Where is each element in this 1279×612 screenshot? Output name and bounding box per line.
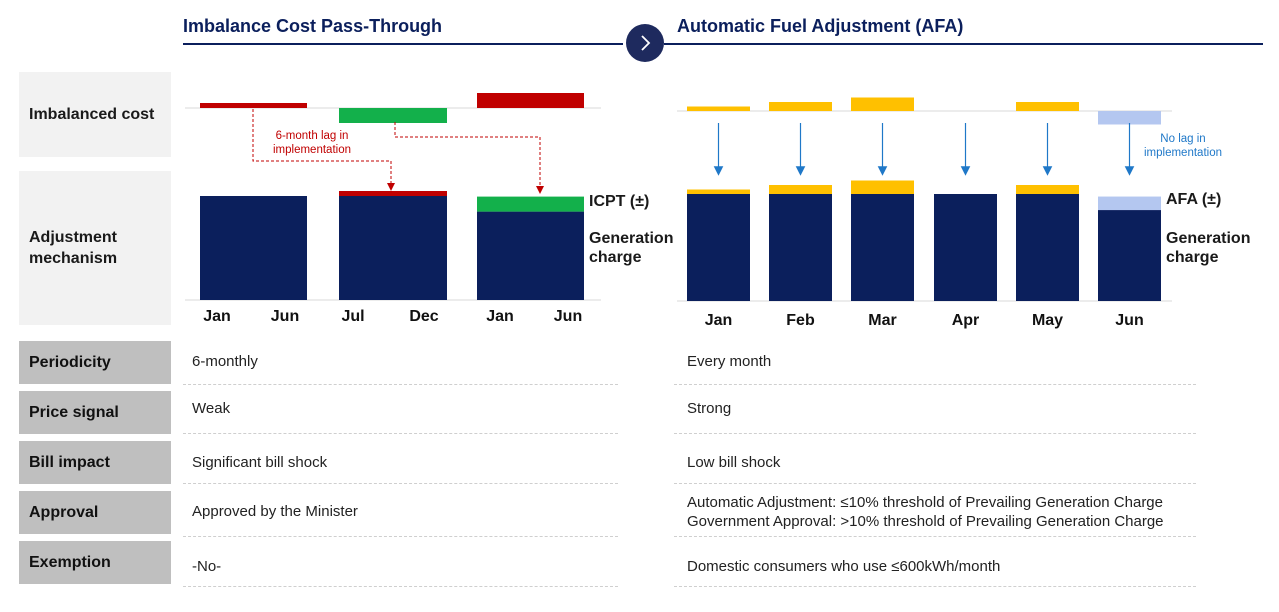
afa-generation-bar	[687, 194, 750, 301]
row-separator	[183, 483, 618, 484]
icpt-generation-label: Generation charge	[589, 230, 674, 266]
afa-title: Automatic Fuel Adjustment (AFA)	[677, 16, 964, 36]
title-underline-left	[183, 43, 623, 45]
icpt-tick-label: Dec	[409, 308, 438, 325]
afa-tick-label: Jan	[705, 312, 733, 329]
afa-generation-label: Generation charge	[1166, 230, 1251, 266]
icpt-generation-bar	[477, 211, 584, 300]
row-label-exemption: Exemption	[19, 541, 171, 584]
row-label-imbalanced-cost: Imbalanced cost	[19, 72, 171, 157]
row-separator	[674, 433, 1196, 434]
row-separator	[183, 384, 618, 385]
afa-series-label: AFA (±)	[1166, 191, 1222, 208]
row-label-adjustment-mechanism: Adjustment mechanism	[19, 171, 171, 325]
row-label-bill-impact: Bill impact	[19, 441, 171, 484]
row-separator	[674, 483, 1196, 484]
icpt-series-label: ICPT (±)	[589, 193, 650, 210]
icpt-bill-impact: Significant bill shock	[192, 454, 328, 471]
icpt-imbalance-bar	[339, 108, 447, 123]
icpt-adjustment-bar	[477, 196, 584, 212]
afa-imbalance-bar	[687, 106, 750, 111]
afa-bill-impact: Low bill shock	[687, 454, 781, 471]
icpt-lag-arrow	[252, 109, 395, 191]
afa-adjustment-bar	[1016, 185, 1079, 194]
icpt-tick-label: Jan	[203, 308, 231, 325]
afa-tick-label: Mar	[868, 312, 896, 329]
afa-exemption: Domestic consumers who use ≤600kWh/month	[687, 558, 1001, 575]
afa-imbalance-bar	[851, 97, 914, 111]
icpt-imbalance-bar	[477, 93, 584, 108]
row-separator	[674, 384, 1196, 385]
icpt-generation-bar	[339, 196, 447, 300]
row-separator	[183, 433, 618, 434]
afa-price-signal: Strong	[687, 400, 732, 417]
afa-periodicity: Every month	[687, 353, 772, 370]
afa-imbalance-bar	[769, 102, 832, 111]
icpt-lag-annotation: 6-month lag in implementation	[273, 130, 351, 156]
next-button[interactable]	[626, 24, 664, 62]
afa-generation-bar	[934, 194, 997, 301]
afa-tick-label: Jun	[1115, 312, 1143, 329]
row-label-approval: Approval	[19, 491, 171, 534]
title-underline-right	[664, 43, 1263, 45]
icpt-tick-label: Jul	[341, 308, 364, 325]
icpt-tick-label: Jan	[486, 308, 514, 325]
afa-imbalance-bar	[1098, 111, 1161, 125]
afa-approval-line-2: Government Approval: >10% threshold of P…	[687, 513, 1164, 530]
afa-generation-bar	[1098, 210, 1161, 301]
row-separator	[674, 536, 1196, 537]
icpt-imbalance-bar	[200, 103, 307, 108]
row-label-price-signal: Price signal	[19, 391, 171, 434]
afa-tick-label: Apr	[952, 312, 980, 329]
icpt-lag-arrow	[394, 122, 544, 194]
icpt-price-signal: Weak	[192, 400, 231, 417]
row-separator	[674, 586, 1196, 587]
icpt-tick-label: Jun	[554, 308, 582, 325]
afa-adjustment-bar	[1098, 196, 1161, 211]
afa-adjustment-bar	[851, 180, 914, 194]
icpt-title: Imbalance Cost Pass-Through	[183, 16, 443, 36]
afa-adjustment-bar	[769, 185, 832, 194]
afa-tick-label: Feb	[786, 312, 815, 329]
afa-adjustment-bar	[687, 189, 750, 194]
icpt-generation-bar	[200, 196, 307, 300]
icpt-exemption: -No-	[192, 558, 222, 575]
icpt-periodicity: 6-monthly	[192, 353, 258, 370]
row-separator	[183, 536, 618, 537]
afa-imbalance-bar	[1016, 102, 1079, 111]
row-separator	[183, 586, 618, 587]
afa-generation-bar	[851, 194, 914, 301]
row-label-periodicity: Periodicity	[19, 341, 171, 384]
afa-lag-annotation: No lag in implementation	[1144, 133, 1222, 159]
chevron-right-icon	[641, 35, 651, 51]
comparison-charts: Jan Jun Jul Dec Jan Jun Jan Feb Mar Apr May Jun	[185, 93, 1172, 329]
icpt-approval: Approved by the Minister	[192, 503, 358, 520]
afa-tick-label: May	[1032, 312, 1063, 329]
icpt-tick-label: Jun	[271, 308, 299, 325]
afa-approval-line-1: Automatic Adjustment: ≤10% threshold of …	[687, 494, 1163, 511]
icpt-adjustment-bar	[339, 191, 447, 196]
afa-generation-bar	[769, 194, 832, 301]
afa-generation-bar	[1016, 194, 1079, 301]
